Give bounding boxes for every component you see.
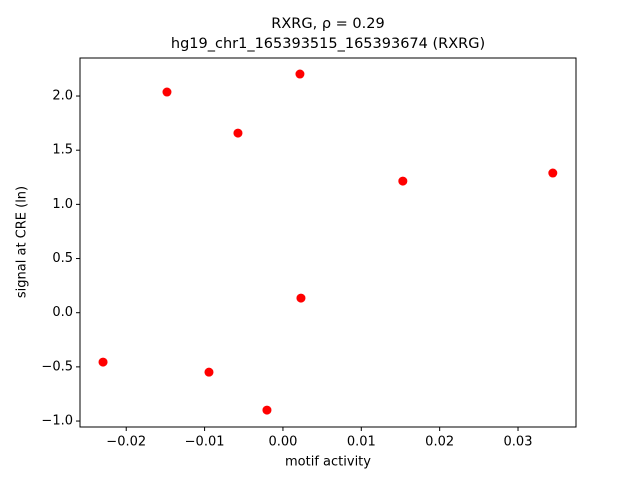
- point: [204, 367, 214, 377]
- x-axis-label: motif activity: [285, 455, 371, 470]
- point: [98, 357, 108, 367]
- y-tick-label: 0.5: [52, 251, 73, 266]
- plot-frame: [79, 57, 577, 428]
- x-tick-label: 0.03: [504, 435, 533, 450]
- chart-title: RXRG, ρ = 0.29: [271, 16, 384, 32]
- point: [262, 405, 272, 415]
- point: [162, 87, 172, 97]
- y-tick-label: 2.0: [52, 89, 73, 104]
- x-tick-label: 0.01: [347, 435, 376, 450]
- y-tick-label: 0.0: [52, 305, 73, 320]
- x-tick-label: −0.02: [106, 435, 146, 450]
- point: [296, 293, 306, 303]
- y-axis-label: signal at CRE (ln): [15, 186, 30, 298]
- y-tick-label: −1.0: [41, 414, 73, 429]
- x-tick-label: 0.00: [268, 435, 297, 450]
- x-tick-label: 0.02: [425, 435, 454, 450]
- chart-subtitle: hg19_chr1_165393515_165393674 (RXRG): [171, 36, 485, 52]
- y-tick-label: 1.5: [52, 143, 73, 158]
- y-tick-label: 1.0: [52, 197, 73, 212]
- y-tick-label: −0.5: [41, 359, 73, 374]
- point: [295, 69, 305, 79]
- point: [398, 176, 408, 186]
- point: [233, 128, 243, 138]
- x-tick-label: −0.01: [185, 435, 225, 450]
- point: [548, 168, 558, 178]
